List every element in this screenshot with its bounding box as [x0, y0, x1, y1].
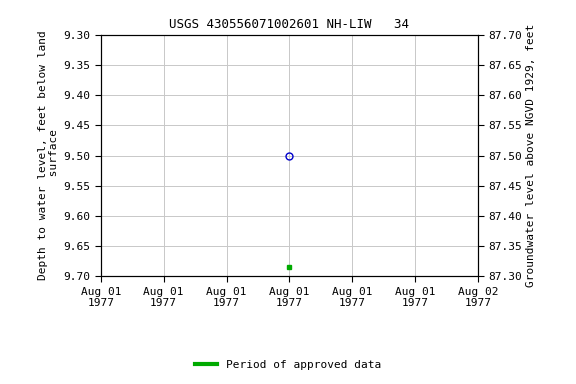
Title: USGS 430556071002601 NH-LIW   34: USGS 430556071002601 NH-LIW 34: [169, 18, 410, 31]
Y-axis label: Groundwater level above NGVD 1929, feet: Groundwater level above NGVD 1929, feet: [526, 24, 536, 287]
Y-axis label: Depth to water level, feet below land
 surface: Depth to water level, feet below land su…: [37, 31, 59, 280]
Legend: Period of approved data: Period of approved data: [191, 356, 385, 375]
